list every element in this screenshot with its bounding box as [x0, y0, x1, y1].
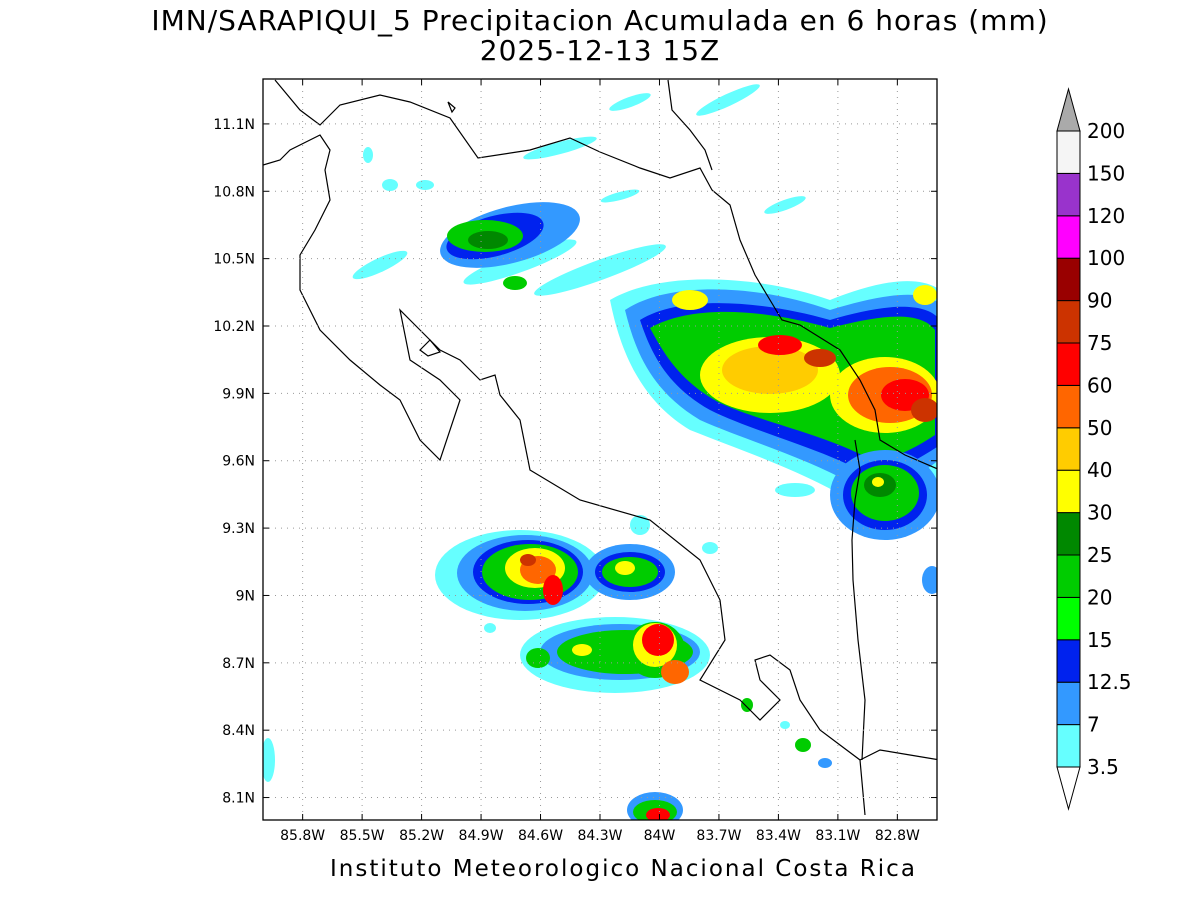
- colorbar-swatch: [1056, 342, 1081, 386]
- colorbar-swatch: [1056, 427, 1081, 471]
- coastlines: [263, 79, 937, 816]
- y-tick-label: 10.2N: [213, 319, 255, 335]
- x-tick-label: 85.5W: [340, 828, 385, 844]
- colorbar-swatch: [1056, 257, 1081, 302]
- x-tick-label: 84W: [644, 828, 676, 844]
- colorbar-label: 120: [1087, 204, 1125, 228]
- colorbar-top-arrow: [1056, 87, 1081, 132]
- y-tick-label: 11.1N: [213, 117, 255, 133]
- footer-credit: Instituto Meteorologico Nacional Costa R…: [330, 856, 917, 882]
- colorbar-swatch: [1056, 469, 1081, 514]
- precipitation-field: [263, 84, 937, 820]
- x-tick-label: 85.2W: [399, 828, 444, 844]
- colorbar-swatch: [1056, 512, 1081, 556]
- map-datetime: 2025-12-13 15Z: [479, 34, 721, 67]
- colorbar-label: 150: [1087, 161, 1125, 185]
- y-axis: 11.1N 10.8N 10.5N 10.2N 9.9N 9.6N 9.3N 9N 8.7N 8.…: [213, 117, 937, 807]
- colorbar-swatch: [1056, 300, 1081, 344]
- x-tick-label: 83.7W: [696, 828, 741, 844]
- x-tick-label: 84.6W: [518, 828, 563, 844]
- y-tick-label: 9N: [236, 588, 255, 604]
- y-tick-label: 8.1N: [222, 791, 255, 807]
- colorbar-label: 3.5: [1087, 755, 1119, 779]
- x-tick-label: 83.1W: [815, 828, 860, 844]
- colorbar-swatch: [1056, 172, 1081, 217]
- y-tick-label: 9.6N: [222, 454, 255, 470]
- colorbar-swatch: [1056, 384, 1081, 429]
- cluster-south: [435, 530, 832, 820]
- colorbar-label: 75: [1087, 331, 1112, 355]
- colorbar-label: 25: [1087, 543, 1112, 567]
- light-rain-streaks: [263, 84, 815, 782]
- colorbar-label: 20: [1087, 585, 1112, 609]
- cluster-northwest: [440, 202, 580, 290]
- colorbar-swatch: [1056, 596, 1081, 641]
- colorbar-label: 50: [1087, 416, 1112, 440]
- colorbar-bottom-arrow: [1056, 766, 1081, 811]
- x-tick-label: 85.8W: [280, 828, 325, 844]
- x-axis: 85.8W 85.5W 85.2W 84.9W 84.6W 84.3W 84W 83.7W 83…: [280, 79, 920, 844]
- colorbar-swatch: [1056, 639, 1081, 683]
- cluster-northeast: [610, 279, 937, 508]
- cluster-east: [830, 450, 937, 594]
- gridlines: [263, 79, 937, 820]
- colorbar-label: 40: [1087, 458, 1112, 482]
- y-tick-label: 9.3N: [222, 521, 255, 537]
- colorbar-label: 15: [1087, 628, 1112, 652]
- y-tick-label: 9.9N: [222, 386, 255, 402]
- colorbar-swatch: [1056, 554, 1081, 598]
- colorbar-swatch: [1056, 215, 1081, 259]
- y-tick-label: 10.8N: [213, 184, 255, 200]
- x-tick-label: 83.4W: [756, 828, 801, 844]
- colorbar-swatch: [1056, 724, 1081, 768]
- colorbar-label: 60: [1087, 373, 1112, 397]
- x-tick-label: 82.8W: [875, 828, 920, 844]
- colorbar-label: 100: [1087, 246, 1125, 270]
- colorbar-label: 12.5: [1087, 670, 1132, 694]
- x-tick-label: 84.9W: [459, 828, 504, 844]
- colorbar-swatch: [1056, 681, 1081, 726]
- y-tick-label: 8.4N: [222, 723, 255, 739]
- x-tick-label: 84.3W: [577, 828, 622, 844]
- map-title: IMN/SARAPIQUI_5 Precipitacion Acumulada …: [151, 4, 1049, 37]
- colorbar-label: 200: [1087, 119, 1125, 143]
- colorbar-label: 90: [1087, 289, 1112, 313]
- colorbar: 3.5 7 12.5 15 20 25 30 40 50 60 75 90 100 120 150 200: [1056, 87, 1132, 811]
- colorbar-swatch: [1056, 130, 1081, 174]
- y-tick-label: 10.5N: [213, 252, 255, 268]
- y-tick-label: 8.7N: [222, 656, 255, 672]
- colorbar-label: 7: [1087, 713, 1100, 737]
- colorbar-label: 30: [1087, 501, 1112, 525]
